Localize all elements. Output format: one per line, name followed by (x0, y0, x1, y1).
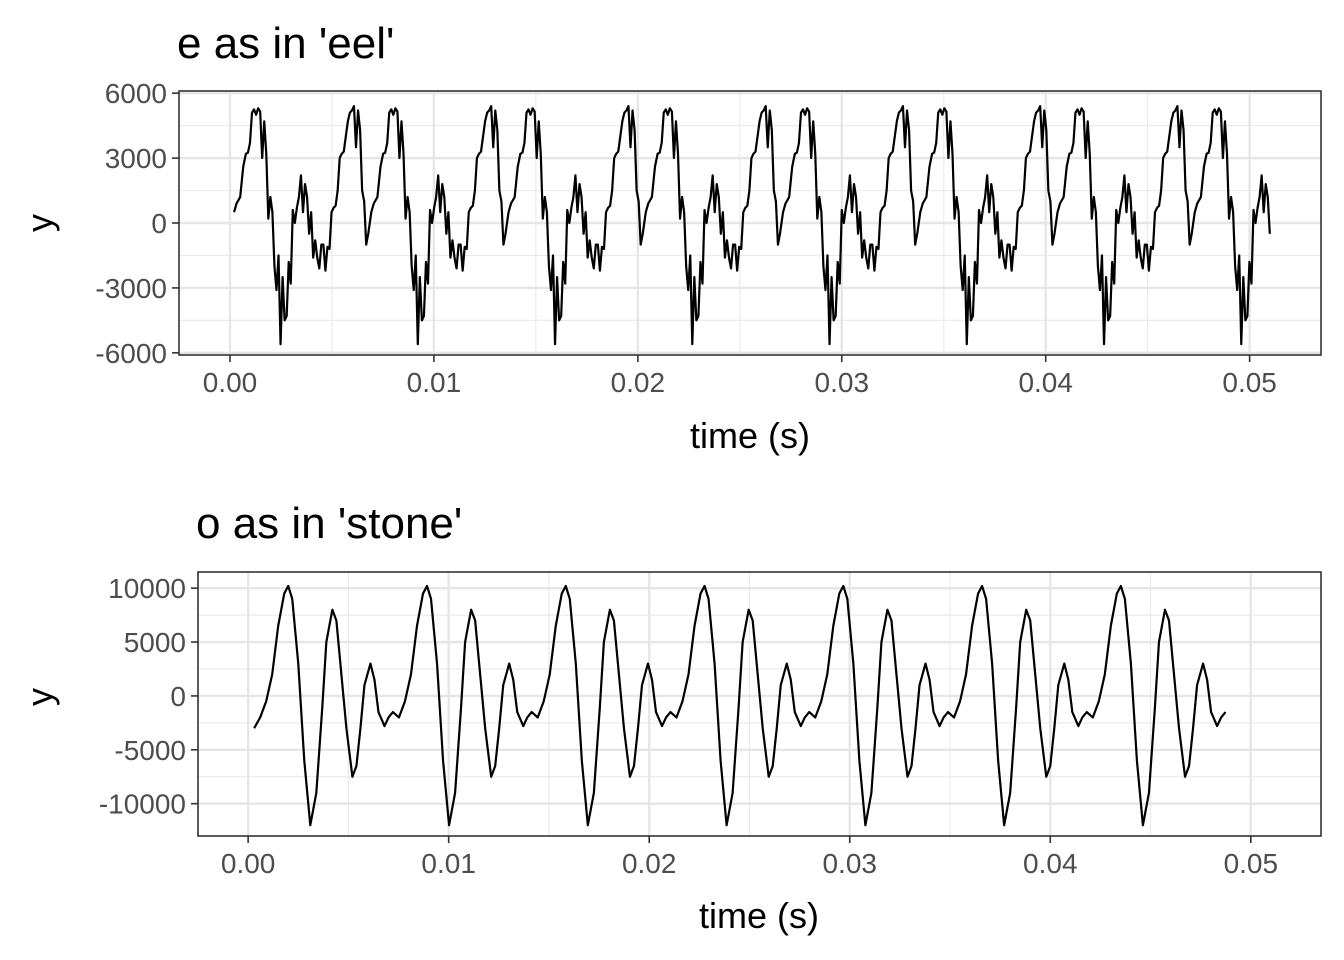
waveform-line-stone (253, 584, 1227, 827)
x-tick-label: 0.01 (421, 848, 476, 879)
y-tick-label: -6000 (95, 338, 167, 369)
y-tick-label: 0 (170, 681, 186, 712)
waveform-line-eel (233, 105, 1271, 346)
panel-title-eel: e as in 'eel' (177, 19, 394, 68)
grid-eel (179, 91, 1321, 355)
x-tick-label: 0.00 (221, 848, 276, 879)
plot-border-stone (197, 571, 1322, 837)
y-ticks-stone: 10000 5000 0 -5000 -10000 (99, 573, 198, 820)
y-ticks-eel: 6000 3000 0 -3000 -6000 (95, 78, 179, 369)
panel-eel: e as in 'eel' 0.00 0.01 0.02 0.03 0.04 0.05 6… (19, 19, 1322, 456)
x-ticks-stone: 0.00 0.01 0.02 0.03 0.04 0.05 (221, 836, 1278, 879)
x-tick-label: 0.04 (1023, 848, 1078, 879)
y-tick-label: 5000 (124, 627, 186, 658)
x-tick-label: 0.04 (1018, 367, 1073, 398)
x-tick-label: 0.05 (1222, 367, 1277, 398)
y-axis-label-stone: y (19, 688, 60, 706)
x-ticks-eel: 0.00 0.01 0.02 0.03 0.04 0.05 (203, 355, 1277, 398)
x-axis-label-stone: time (s) (699, 895, 819, 936)
x-tick-label: 0.03 (822, 848, 877, 879)
x-tick-label: 0.02 (622, 848, 677, 879)
y-tick-label: 6000 (105, 78, 167, 109)
x-tick-label: 0.03 (815, 367, 870, 398)
x-tick-label: 0.05 (1224, 848, 1279, 879)
y-tick-label: 0 (151, 208, 167, 239)
y-tick-label: -3000 (95, 273, 167, 304)
grid-stone (198, 572, 1321, 836)
x-tick-label: 0.00 (203, 367, 258, 398)
y-tick-label: 3000 (105, 143, 167, 174)
y-tick-label: -5000 (114, 735, 186, 766)
y-tick-label: 10000 (108, 573, 186, 604)
panel-stone: o as in 'stone' 0.00 0.01 0.02 0.03 0.04 0.05… (19, 499, 1322, 936)
y-axis-label-eel: y (19, 214, 60, 232)
x-tick-label: 0.02 (611, 367, 666, 398)
x-axis-label-eel: time (s) (690, 415, 810, 456)
panel-title-stone: o as in 'stone' (196, 499, 462, 548)
y-tick-label: -10000 (99, 789, 186, 820)
x-tick-label: 0.01 (407, 367, 462, 398)
